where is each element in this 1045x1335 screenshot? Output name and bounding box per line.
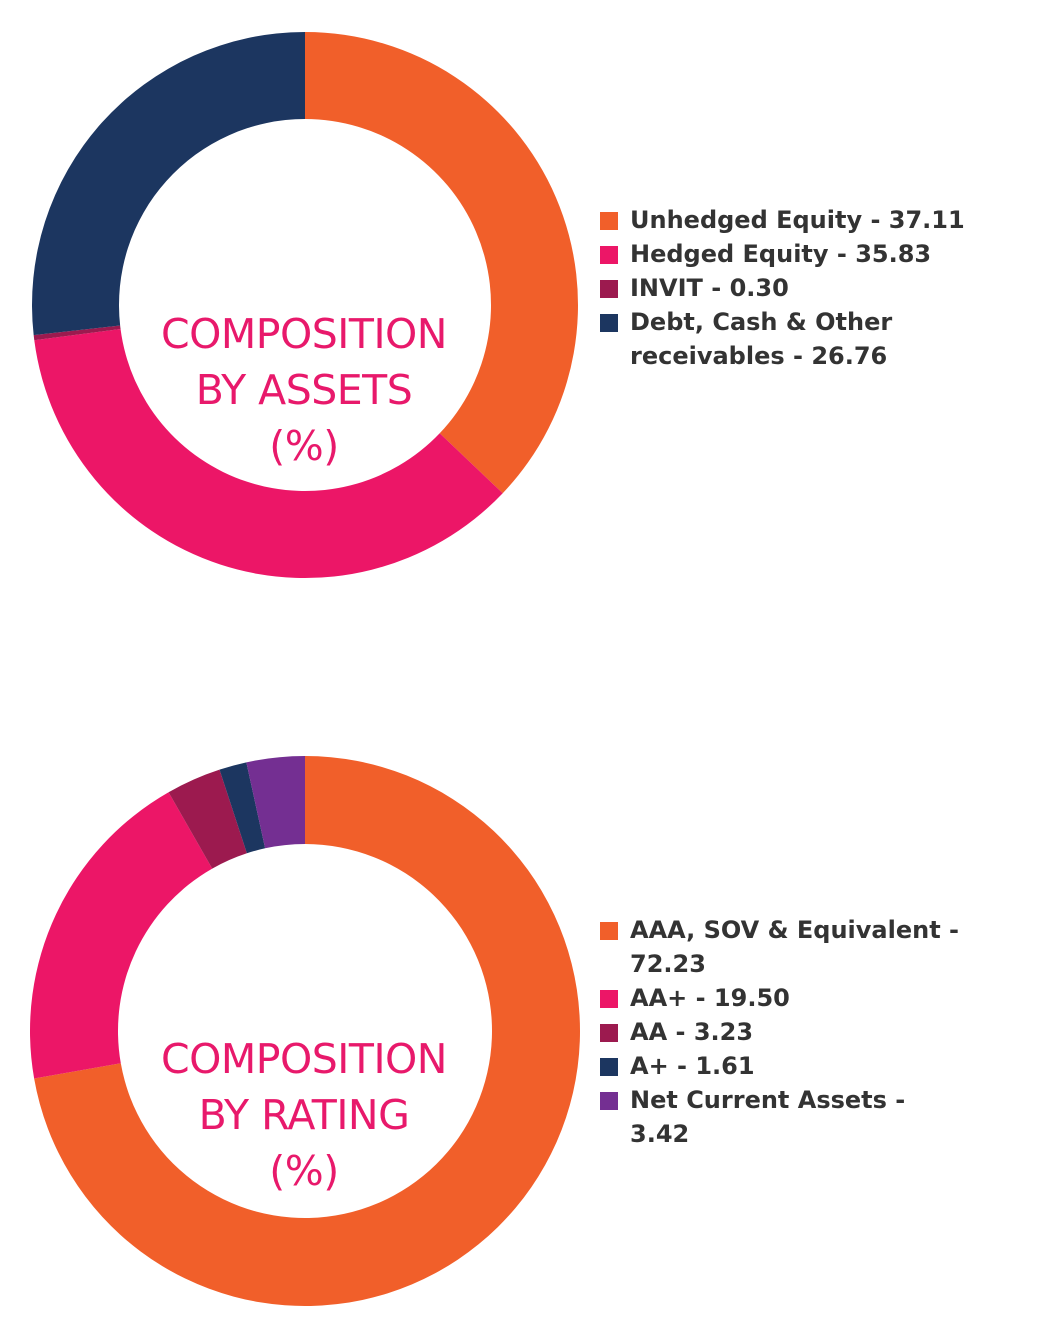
legend: Unhedged Equity - 37.11 Hedged Equity - …: [600, 203, 1030, 373]
legend-swatch: [600, 922, 618, 940]
donut-slice-aaa-sov-equivalent: [34, 756, 581, 1306]
legend-label: AA - 3.23: [630, 1018, 754, 1046]
legend-label: Unhedged Equity - 37.11: [630, 206, 965, 234]
chart-composition-by-assets: COMPOSITION BY ASSETS (%) Unhedged Equit…: [0, 0, 1045, 640]
donut-slice-aa: [168, 769, 247, 869]
legend-label: A+ - 1.61: [630, 1052, 755, 1080]
legend-swatch: [600, 1092, 618, 1110]
chart-composition-by-rating: COMPOSITION BY RATING (%) AAA, SOV & Equ…: [0, 700, 1045, 1335]
legend-label: Debt, Cash & Other receivables - 26.76: [630, 308, 893, 370]
legend-label: AA+ - 19.50: [630, 984, 790, 1012]
legend-swatch: [600, 280, 618, 298]
donut-chart-assets: [31, 32, 578, 578]
legend-item-invit: INVIT - 0.30: [600, 271, 1030, 305]
chart-title-line-3: (%): [269, 422, 339, 470]
donut-slice-unhedged-equity: [305, 32, 578, 494]
chart-title: COMPOSITION BY ASSETS (%): [124, 306, 484, 474]
legend-swatch: [600, 990, 618, 1008]
chart-title-line-3: (%): [269, 1147, 339, 1195]
legend-item-aa: AA - 3.23: [600, 1015, 960, 1049]
chart-title-line-2: BY ASSETS: [195, 366, 413, 414]
donut-slice-debt-cash-other-receivables: [31, 32, 305, 336]
chart-title-line-1: COMPOSITION: [161, 1035, 447, 1083]
legend-swatch: [600, 1024, 618, 1042]
legend-item-debt-cash-receivables: Debt, Cash & Other receivables - 26.76: [600, 305, 1030, 373]
legend-swatch: [600, 1058, 618, 1076]
legend-swatch: [600, 314, 618, 332]
legend-label: AAA, SOV & Equivalent - 72.23: [630, 916, 960, 978]
legend-label: Hedged Equity - 35.83: [630, 240, 932, 268]
donut-slice-invit: [33, 325, 121, 341]
legend-swatch: [600, 246, 618, 264]
chart-title-line-1: COMPOSITION: [161, 310, 447, 358]
legend-item-net-current-assets: Net Current Assets - 3.42: [600, 1083, 960, 1151]
donut-chart-rating: [30, 756, 581, 1306]
legend-item-unhedged-equity: Unhedged Equity - 37.11: [600, 203, 1030, 237]
donut-slice-net-current-assets: [246, 756, 305, 849]
chart-title: COMPOSITION BY RATING (%): [124, 1031, 484, 1199]
legend-item-aaa-sov: AAA, SOV & Equivalent - 72.23: [600, 913, 960, 981]
legend: AAA, SOV & Equivalent - 72.23 AA+ - 19.5…: [600, 913, 960, 1151]
legend-item-hedged-equity: Hedged Equity - 35.83: [600, 237, 1030, 271]
chart-title-line-2: BY RATING: [198, 1091, 410, 1139]
legend-swatch: [600, 212, 618, 230]
legend-item-aa-plus: AA+ - 19.50: [600, 981, 960, 1015]
legend-item-a-plus: A+ - 1.61: [600, 1049, 960, 1083]
donut-slice-aa: [30, 792, 213, 1079]
donut-slice-hedged-equity: [34, 329, 503, 578]
donut-slice-a: [219, 762, 266, 854]
legend-label: INVIT - 0.30: [630, 274, 789, 302]
legend-label: Net Current Assets - 3.42: [630, 1086, 906, 1148]
